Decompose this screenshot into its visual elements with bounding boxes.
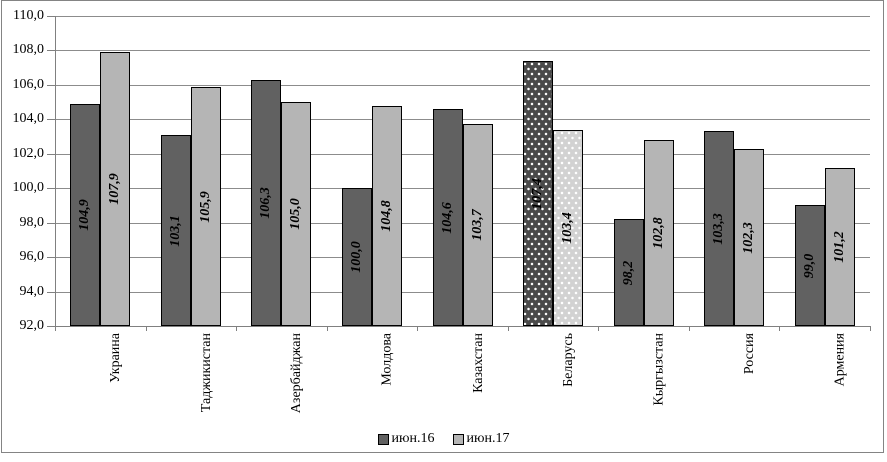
x-tick-mark bbox=[327, 326, 328, 331]
legend-label: июн.17 bbox=[466, 431, 510, 446]
x-axis-category-label: Молдова bbox=[379, 333, 395, 386]
bar-value-label: 103,1 bbox=[168, 214, 183, 247]
x-tick-mark bbox=[689, 326, 690, 331]
bar-value-label: 102,3 bbox=[741, 221, 756, 254]
bar-июн.17-Азербайджан: 105,0 bbox=[281, 102, 311, 326]
y-tick-mark bbox=[47, 292, 55, 293]
y-axis-tick-label: 100,0 bbox=[12, 180, 45, 195]
x-tick-mark bbox=[508, 326, 509, 331]
bar-июн.16-Беларусь: 107,4 bbox=[523, 61, 553, 326]
bar-июн.16-Таджикистан: 103,1 bbox=[161, 135, 191, 326]
bar-июн.17-Молдова: 104,8 bbox=[372, 106, 402, 326]
bar-июн.16-Казахстан: 104,6 bbox=[433, 109, 463, 326]
x-axis-category-label: Беларусь bbox=[561, 333, 577, 387]
x-tick-mark bbox=[236, 326, 237, 331]
y-axis-tick-label: 106,0 bbox=[12, 77, 45, 92]
bar-value-label: 100,0 bbox=[349, 241, 364, 273]
bar-июн.16-Молдова: 100,0 bbox=[342, 188, 372, 326]
x-tick-mark bbox=[779, 326, 780, 331]
bar-value-label: 104,8 bbox=[379, 200, 394, 232]
bar-value-label: 98,2 bbox=[621, 260, 636, 285]
legend: июн.16 июн.17 bbox=[0, 431, 887, 447]
x-axis-category-label: Кыргызстан bbox=[651, 333, 667, 406]
bar-value-label: 104,9 bbox=[77, 199, 92, 231]
gridline bbox=[55, 50, 870, 51]
legend-item-июн.17: июн.17 bbox=[452, 431, 510, 447]
bar-июн.17-Таджикистан: 105,9 bbox=[191, 87, 221, 326]
bar-value-label: 103,4 bbox=[560, 212, 575, 244]
x-axis-category-label: Казахстан bbox=[470, 333, 486, 393]
bar-value-label: 105,9 bbox=[198, 190, 213, 223]
y-tick-mark bbox=[47, 326, 55, 327]
y-tick-mark bbox=[47, 85, 55, 86]
bar-июн.16-Азербайджан: 106,3 bbox=[251, 80, 281, 326]
bar-июн.17-Казахстан: 103,7 bbox=[463, 124, 493, 326]
bar-value-label: 103,7 bbox=[470, 209, 485, 241]
bar-июн.17-Беларусь: 103,4 bbox=[553, 130, 583, 326]
gridline bbox=[55, 85, 870, 86]
x-tick-mark bbox=[598, 326, 599, 331]
y-axis-tick-label: 98,0 bbox=[19, 215, 45, 230]
x-axis-category-label: Армения bbox=[832, 333, 848, 387]
legend-swatch-icon bbox=[452, 433, 464, 445]
bar-июн.17-Армения: 101,2 bbox=[825, 168, 855, 326]
y-tick-mark bbox=[47, 188, 55, 189]
bar-value-label: 105,0 bbox=[288, 198, 303, 230]
x-axis-category-label: Таджикистан bbox=[198, 333, 214, 413]
y-tick-mark bbox=[47, 223, 55, 224]
y-axis-tick-label: 96,0 bbox=[19, 249, 45, 264]
x-axis-category-label: Азербайджан bbox=[289, 333, 305, 414]
x-tick-mark bbox=[870, 326, 871, 331]
y-axis-tick-label: 92,0 bbox=[19, 318, 45, 333]
x-axis-category-label: Украина bbox=[108, 333, 124, 383]
gridline bbox=[55, 16, 870, 17]
bar-июн.17-Россия: 102,3 bbox=[734, 149, 764, 326]
bar-value-label: 104,6 bbox=[440, 201, 455, 234]
y-axis-tick-label: 104,0 bbox=[12, 111, 45, 126]
x-axis-line bbox=[55, 326, 870, 327]
y-axis-tick-label: 102,0 bbox=[12, 146, 45, 161]
bar-value-label: 103,3 bbox=[711, 212, 726, 245]
y-tick-mark bbox=[47, 16, 55, 17]
bar-июн.16-Россия: 103,3 bbox=[704, 131, 734, 326]
y-tick-mark bbox=[47, 257, 55, 258]
x-tick-mark bbox=[146, 326, 147, 331]
y-axis-line bbox=[55, 16, 56, 327]
bar-value-label: 107,4 bbox=[530, 177, 545, 210]
legend-swatch-icon bbox=[377, 433, 389, 445]
x-tick-mark bbox=[417, 326, 418, 331]
bar-июн.16-Армения: 99,0 bbox=[795, 205, 825, 326]
bar-июн.17-Украина: 107,9 bbox=[100, 52, 130, 326]
y-axis-tick-label: 108,0 bbox=[12, 42, 45, 57]
bar-value-label: 102,8 bbox=[651, 217, 666, 249]
y-axis-tick-label: 110,0 bbox=[13, 8, 44, 23]
bar-июн.16-Украина: 104,9 bbox=[70, 104, 100, 326]
legend-label: июн.16 bbox=[391, 431, 435, 446]
bar-value-label: 101,2 bbox=[832, 231, 847, 263]
bar-value-label: 107,9 bbox=[107, 173, 122, 205]
x-tick-mark bbox=[55, 326, 56, 331]
legend-item-июн.16: июн.16 bbox=[377, 431, 435, 447]
y-tick-mark bbox=[47, 50, 55, 51]
y-tick-mark bbox=[47, 119, 55, 120]
bar-июн.16-Кыргызстан: 98,2 bbox=[614, 219, 644, 326]
bar-июн.17-Кыргызстан: 102,8 bbox=[644, 140, 674, 326]
bar-value-label: 99,0 bbox=[802, 253, 817, 278]
x-axis-category-label: Россия bbox=[742, 333, 758, 375]
y-axis-tick-label: 94,0 bbox=[19, 284, 45, 299]
y-tick-mark bbox=[47, 154, 55, 155]
bar-value-label: 106,3 bbox=[258, 187, 273, 219]
